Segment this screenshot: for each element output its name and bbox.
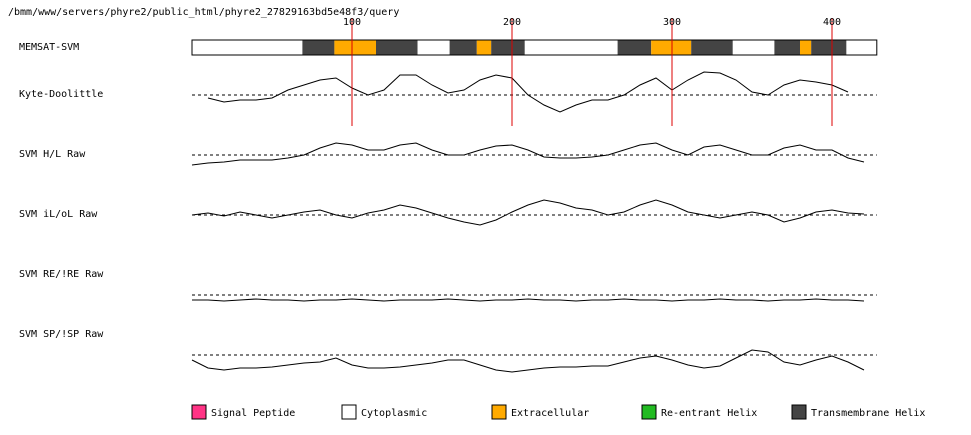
segment bbox=[524, 40, 618, 55]
segment bbox=[491, 40, 525, 55]
segment bbox=[691, 40, 733, 55]
segment bbox=[302, 40, 335, 55]
tick-label: 300 bbox=[663, 17, 681, 28]
tick-label: 200 bbox=[503, 17, 521, 28]
track-label: SVM H/L Raw bbox=[19, 149, 86, 160]
segment bbox=[417, 40, 450, 55]
trace bbox=[191, 349, 865, 373]
legend-swatch bbox=[491, 404, 507, 420]
track-label: MEMSAT-SVM bbox=[19, 42, 79, 53]
tick-label: 400 bbox=[823, 17, 841, 28]
segment bbox=[732, 40, 775, 55]
legend-swatch bbox=[791, 404, 807, 420]
segment bbox=[449, 40, 477, 55]
trace bbox=[207, 71, 849, 113]
tick-label: 100 bbox=[343, 17, 361, 28]
legend-label: Extracellular bbox=[511, 408, 589, 419]
segment bbox=[774, 40, 800, 55]
trace bbox=[191, 142, 865, 166]
segment bbox=[617, 40, 652, 55]
path-label: /bmm/www/servers/phyre2/public_html/phyr… bbox=[8, 7, 399, 18]
memsat-border bbox=[191, 39, 878, 56]
segment bbox=[846, 40, 877, 55]
legend-label: Signal Peptide bbox=[211, 408, 295, 419]
segment bbox=[811, 40, 847, 55]
segment bbox=[376, 40, 418, 55]
segment bbox=[476, 40, 492, 55]
track-label: Kyte-Doolittle bbox=[19, 89, 103, 100]
segment bbox=[334, 40, 376, 55]
track-label: SVM RE/!RE Raw bbox=[19, 269, 104, 280]
trace bbox=[192, 298, 865, 302]
segment bbox=[651, 40, 692, 55]
legend-swatch bbox=[641, 404, 657, 420]
trace bbox=[191, 199, 865, 226]
legend-swatch bbox=[341, 404, 357, 420]
legend-swatch bbox=[191, 404, 207, 420]
segment bbox=[192, 40, 303, 55]
legend-label: Transmembrane Helix bbox=[811, 408, 925, 419]
segment bbox=[800, 40, 812, 55]
legend-label: Cytoplasmic bbox=[361, 408, 427, 419]
legend-label: Re-entrant Helix bbox=[661, 408, 757, 419]
track-label: SVM SP/!SP Raw bbox=[19, 329, 104, 340]
track-label: SVM iL/oL Raw bbox=[19, 209, 98, 220]
